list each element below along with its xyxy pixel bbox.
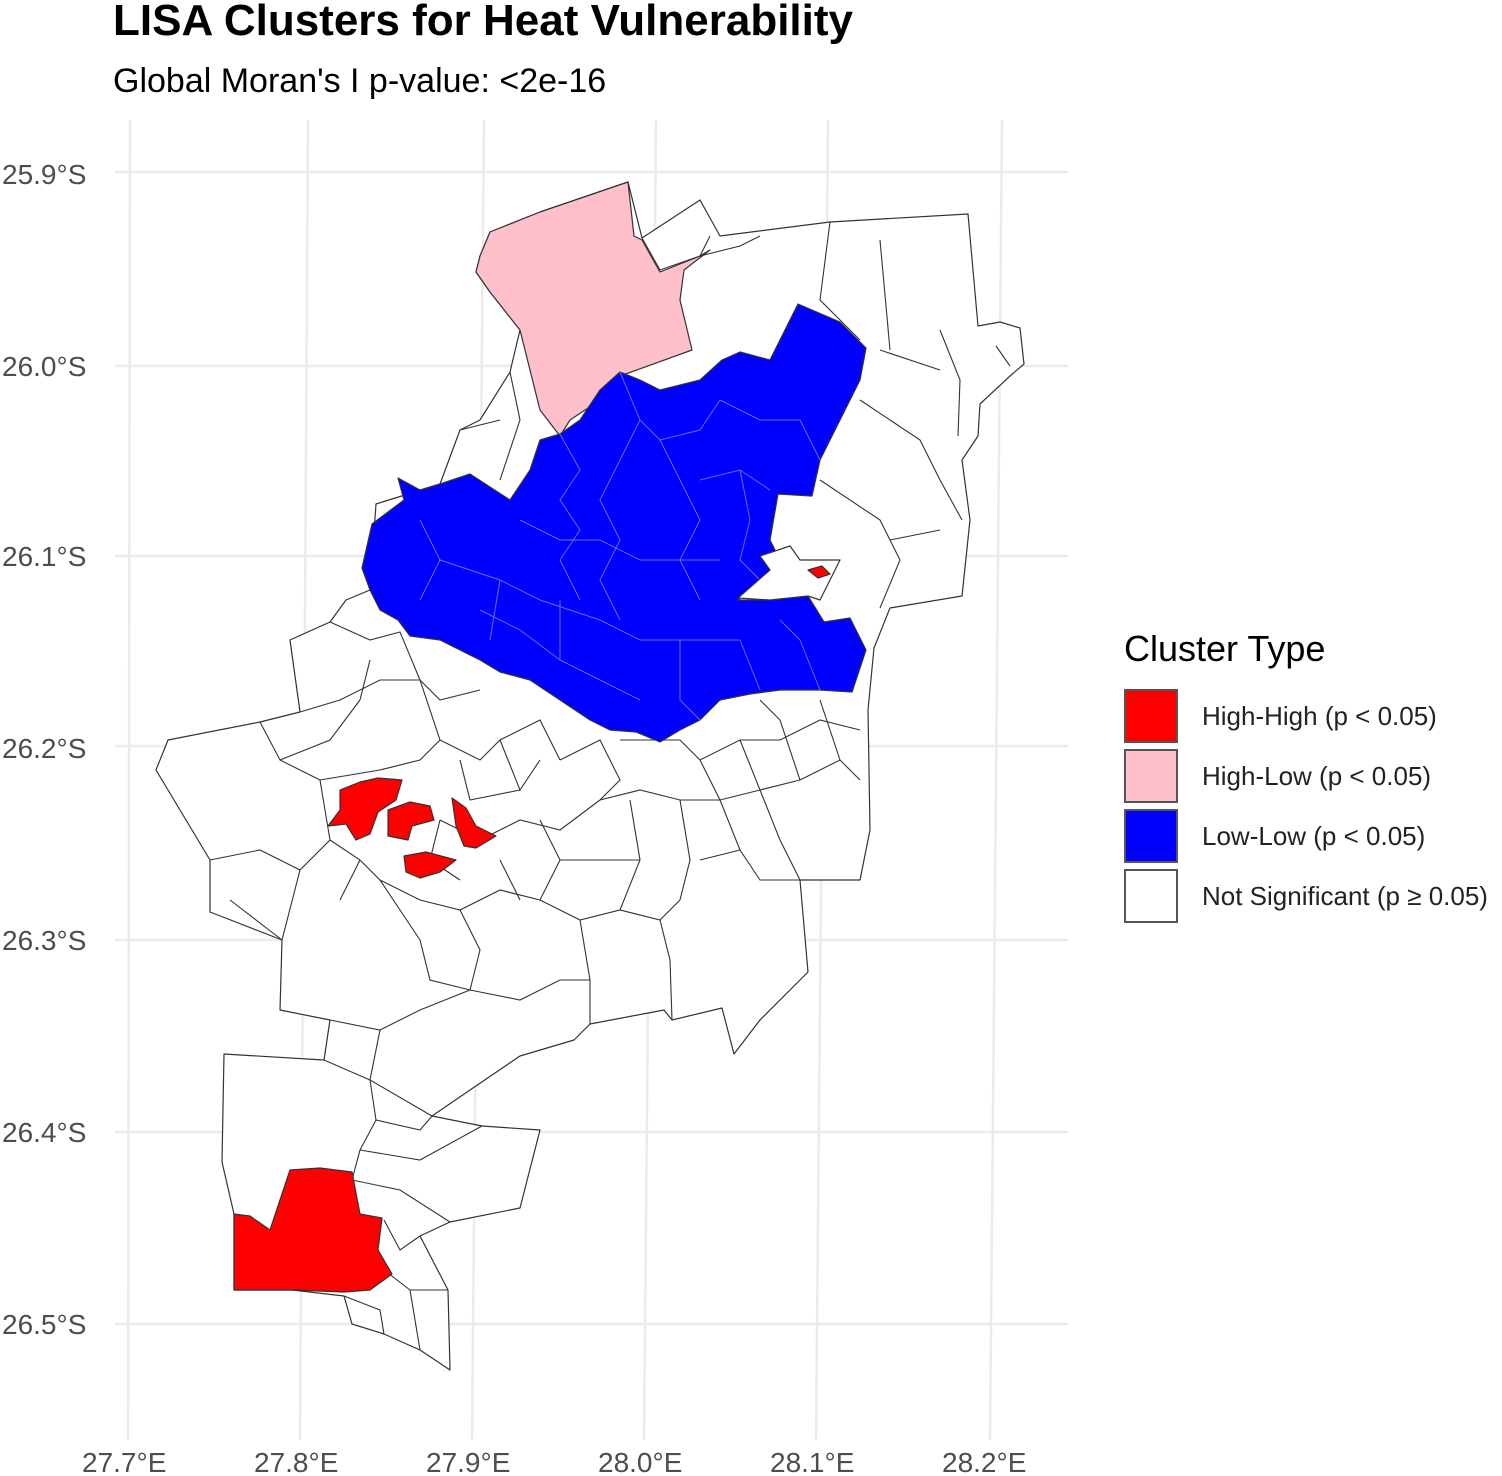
legend-item-high-high: High-High (p < 0.05) [1124, 686, 1488, 746]
legend-label: Not Significant (p ≥ 0.05) [1202, 880, 1488, 911]
legend-key-not-significant [1124, 869, 1178, 923]
legend-key-high-high [1124, 689, 1178, 743]
map-title: LISA Clusters for Heat Vulnerability [113, 0, 854, 45]
lat-tick-label: 26.4°S [2, 1117, 86, 1148]
lon-tick-label: 27.9°E [426, 1447, 510, 1476]
legend-key-high-low [1124, 749, 1178, 803]
grid-line-lon [126, 119, 132, 1441]
region-high-high[interactable] [451, 797, 497, 849]
lon-tick-label: 27.7°E [82, 1447, 166, 1476]
lat-tick-label: 26.0°S [2, 351, 86, 382]
region-boundaries [209, 221, 1011, 1351]
regions [155, 181, 1025, 1371]
legend-label: High-Low (p < 0.05) [1202, 760, 1432, 791]
legend-label: Low-Low (p < 0.05) [1202, 820, 1426, 851]
region-not-significant-enclave[interactable] [737, 545, 841, 601]
lon-tick-label: 28.0°E [598, 1447, 682, 1476]
legend-label: High-High (p < 0.05) [1202, 700, 1437, 731]
legend-item-high-low: High-Low (p < 0.05) [1124, 746, 1488, 806]
region-high-high[interactable] [233, 1167, 393, 1293]
lon-tick-label: 28.2°E [942, 1447, 1026, 1476]
legend: Cluster Type High-High (p < 0.05) High-L… [1124, 628, 1488, 926]
legend-title: Cluster Type [1124, 628, 1326, 669]
map-subtitle: Global Moran's I p-value: <2e-16 [113, 62, 607, 100]
lon-tick-label: 27.8°E [254, 1447, 338, 1476]
legend-key-low-low [1124, 809, 1178, 863]
region-high-high[interactable] [807, 565, 831, 579]
lat-tick-label: 26.5°S [2, 1309, 86, 1340]
legend-item-not-significant: Not Significant (p ≥ 0.05) [1124, 866, 1488, 926]
low-low-boundaries [419, 371, 821, 721]
region-high-high[interactable] [387, 801, 435, 841]
region-high-high[interactable] [403, 851, 457, 879]
region-high-high[interactable] [327, 777, 403, 841]
lat-tick-label: 26.3°S [2, 925, 86, 956]
lat-tick-label: 26.1°S [2, 541, 86, 572]
grid-line-lon [988, 119, 1004, 1441]
lon-tick-label: 28.1°E [770, 1447, 854, 1476]
lat-axis: 25.9°S 26.0°S 26.1°S 26.2°S 26.3°S 26.4°… [2, 159, 86, 1340]
lat-tick-label: 26.2°S [2, 733, 86, 764]
lon-axis: 27.7°E 27.8°E 27.9°E 28.0°E 28.1°E 28.2°… [82, 1447, 1026, 1476]
legend-item-low-low: Low-Low (p < 0.05) [1124, 806, 1488, 866]
lat-tick-label: 25.9°S [2, 159, 86, 190]
